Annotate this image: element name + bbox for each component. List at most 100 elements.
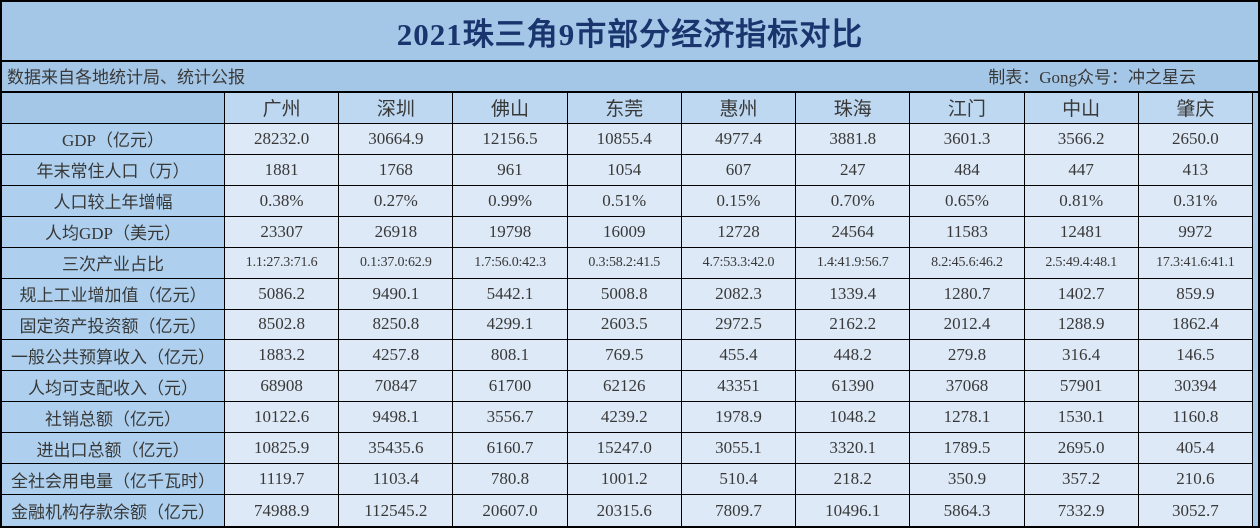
value-cell: 10122.6: [225, 402, 340, 434]
value-cell: 1883.2: [225, 340, 340, 372]
value-cell: 1103.4: [339, 464, 454, 496]
value-cell: 607: [681, 154, 797, 186]
value-cell: 448.2: [796, 340, 911, 372]
value-cell: 1048.2: [796, 402, 911, 434]
value-cell: 455.4: [681, 340, 797, 372]
value-cell: 3052.7: [1138, 495, 1253, 526]
corner-cell: [2, 93, 225, 124]
value-cell: 279.8: [910, 340, 1025, 372]
value-cell: 1160.8: [1138, 402, 1253, 434]
column-header: 珠海: [796, 93, 911, 124]
value-cell: 1280.7: [910, 278, 1025, 310]
value-cell: 37068: [910, 371, 1025, 403]
value-cell: 8.2:45.6:46.2: [910, 247, 1025, 279]
value-cell: 12156.5: [453, 123, 568, 155]
value-cell: 3601.3: [910, 123, 1025, 155]
value-cell: 62126: [567, 371, 682, 403]
value-cell: 61700: [453, 371, 568, 403]
value-cell: 0.15%: [681, 185, 797, 217]
value-cell: 2082.3: [681, 278, 797, 310]
value-cell: 35435.6: [339, 433, 454, 465]
credit-note: 制表：Gong众号：冲之星云: [988, 68, 1196, 87]
value-cell: 4.7:53.3:42.0: [681, 247, 797, 279]
value-cell: 4299.1: [453, 309, 568, 341]
value-cell: 1978.9: [681, 402, 797, 434]
econ-table: 广州 深圳 佛山 东莞 惠州 珠海 江门 中山 肇庆 GDP（亿元） 28232.0 30664.9 1…: [2, 93, 1258, 526]
value-cell: 10825.9: [225, 433, 340, 465]
value-cell: 413: [1138, 154, 1253, 186]
value-cell: 4257.8: [339, 340, 454, 372]
value-cell: 2.5:49.4:48.1: [1024, 247, 1139, 279]
value-cell: 15247.0: [567, 433, 682, 465]
value-cell: 7809.7: [681, 495, 797, 526]
value-cell: 1.7:56.0:42.3: [453, 247, 568, 279]
column-header: 肇庆: [1138, 93, 1253, 124]
value-cell: 0.27%: [339, 185, 454, 217]
value-cell: 1278.1: [910, 402, 1025, 434]
value-cell: 1402.7: [1024, 278, 1139, 310]
value-cell: 357.2: [1024, 464, 1139, 496]
value-cell: 0.70%: [796, 185, 911, 217]
value-cell: 3881.8: [796, 123, 911, 155]
value-cell: 19798: [453, 216, 568, 248]
value-cell: 780.8: [453, 464, 568, 496]
row-label: 三次产业占比: [2, 247, 225, 279]
column-header: 中山: [1024, 93, 1139, 124]
row-label: 人均GDP（美元）: [2, 216, 225, 248]
value-cell: 68908: [225, 371, 340, 403]
value-cell: 43351: [681, 371, 797, 403]
value-cell: 0.51%: [567, 185, 682, 217]
value-cell: 9490.1: [339, 278, 454, 310]
value-cell: 70847: [339, 371, 454, 403]
value-cell: 74988.9: [225, 495, 340, 526]
value-cell: 2972.5: [681, 309, 797, 341]
column-header: 深圳: [339, 93, 454, 124]
value-cell: 4239.2: [567, 402, 682, 434]
value-cell: 2603.5: [567, 309, 682, 341]
value-cell: 5086.2: [225, 278, 340, 310]
row-label: 固定资产投资额（亿元）: [2, 309, 225, 341]
value-cell: 10855.4: [567, 123, 682, 155]
row-label: 社销总额（亿元）: [2, 402, 225, 434]
value-cell: 4977.4: [681, 123, 797, 155]
value-cell: 8502.8: [225, 309, 340, 341]
value-cell: 12481: [1024, 216, 1139, 248]
title-bar: 2021珠三角9市部分经济指标对比: [2, 2, 1258, 62]
column-header: 江门: [910, 93, 1025, 124]
value-cell: 1881: [225, 154, 340, 186]
value-cell: 3055.1: [681, 433, 797, 465]
value-cell: 17.3:41.6:41.1: [1138, 247, 1253, 279]
value-cell: 0.65%: [910, 185, 1025, 217]
value-cell: 1862.4: [1138, 309, 1253, 341]
column-header: 广州: [225, 93, 340, 124]
value-cell: 3566.2: [1024, 123, 1139, 155]
column-header: 佛山: [453, 93, 568, 124]
value-cell: 6160.7: [453, 433, 568, 465]
value-cell: 9498.1: [339, 402, 454, 434]
value-cell: 2695.0: [1024, 433, 1139, 465]
value-cell: 2650.0: [1138, 123, 1253, 155]
value-cell: 11583: [910, 216, 1025, 248]
value-cell: 405.4: [1138, 433, 1253, 465]
value-cell: 1.4:41.9:56.7: [796, 247, 911, 279]
value-cell: 350.9: [910, 464, 1025, 496]
value-cell: 5008.8: [567, 278, 682, 310]
row-label: 一般公共预算收入（亿元）: [2, 340, 225, 372]
value-cell: 30394: [1138, 371, 1253, 403]
value-cell: 1789.5: [910, 433, 1025, 465]
value-cell: 808.1: [453, 340, 568, 372]
value-cell: 859.9: [1138, 278, 1253, 310]
value-cell: 5442.1: [453, 278, 568, 310]
value-cell: 12728: [681, 216, 797, 248]
page-title: 2021珠三角9市部分经济指标对比: [396, 16, 864, 52]
column-header: 东莞: [567, 93, 682, 124]
value-cell: 218.2: [796, 464, 911, 496]
value-cell: 769.5: [567, 340, 682, 372]
value-cell: 20315.6: [567, 495, 682, 526]
value-cell: 510.4: [681, 464, 797, 496]
value-cell: 5864.3: [910, 495, 1025, 526]
column-header: 惠州: [681, 93, 797, 124]
value-cell: 0.31%: [1138, 185, 1253, 217]
value-cell: 16009: [567, 216, 682, 248]
value-cell: 447: [1024, 154, 1139, 186]
